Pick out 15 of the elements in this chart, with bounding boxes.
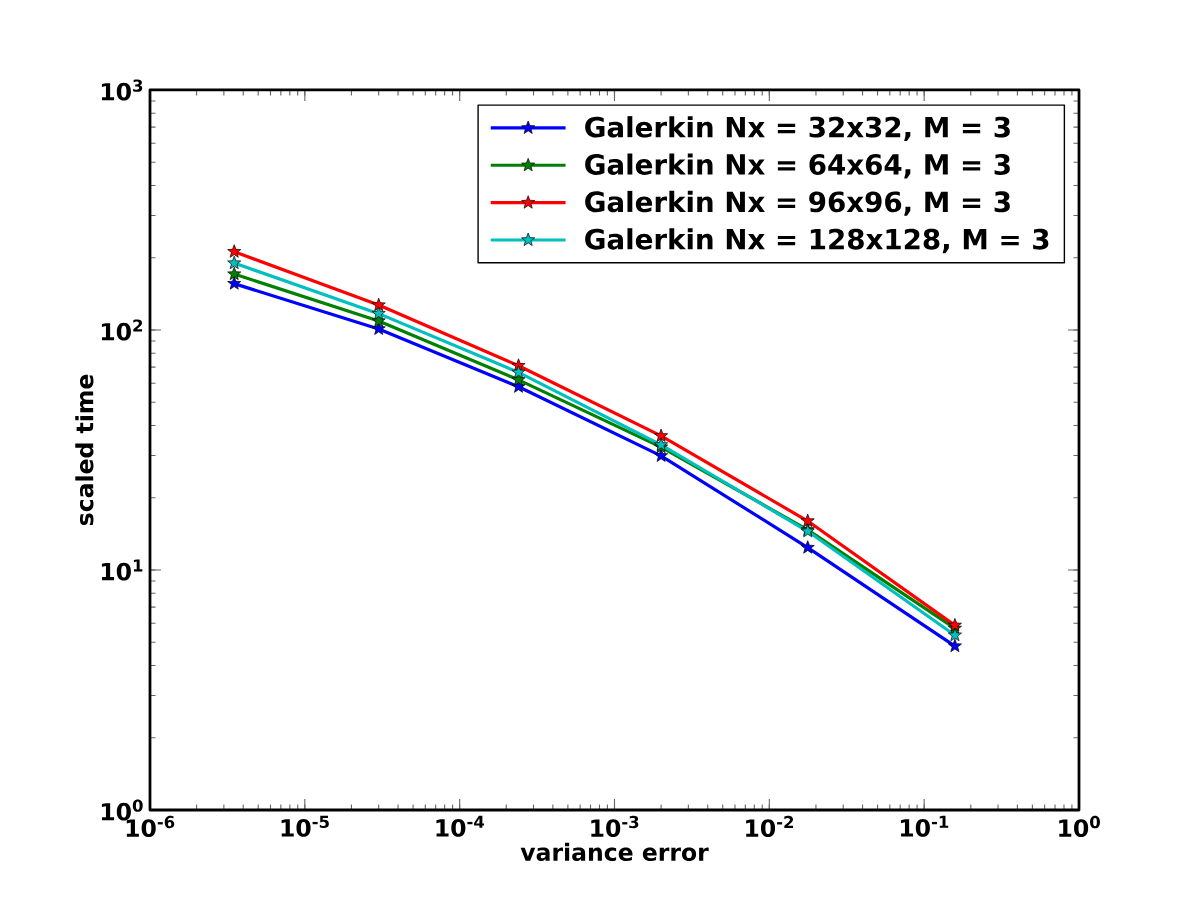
legend-label: Galerkin Nx = 128x128, M = 3 [585, 228, 1049, 254]
legend-label: Galerkin Nx = 32x32, M = 3 [585, 116, 1010, 142]
x-tick-label: 10$^{-4}$ [436, 815, 485, 837]
y-tick-label: 10$^{1}$ [101, 559, 143, 581]
x-tick-label: 10$^{0}$ [1059, 815, 1100, 838]
x-tick-label: 10$^{-2}$ [746, 815, 794, 838]
x-tick-label: 10$^{-3}$ [591, 815, 639, 838]
y-axis-title: scaled time [75, 374, 94, 526]
legend-label: Galerkin Nx = 64x64, M = 3 [585, 153, 1010, 179]
y-tick-label: 10$^{3}$ [101, 79, 143, 101]
x-tick-label: 10$^{-5}$ [281, 815, 329, 837]
y-tick-label: 10$^{2}$ [101, 319, 143, 341]
x-tick-label: 10$^{-1}$ [900, 815, 949, 837]
legend-label: Galerkin Nx = 96x96, M = 3 [585, 190, 1010, 216]
x-axis-title: variance error [520, 842, 709, 862]
